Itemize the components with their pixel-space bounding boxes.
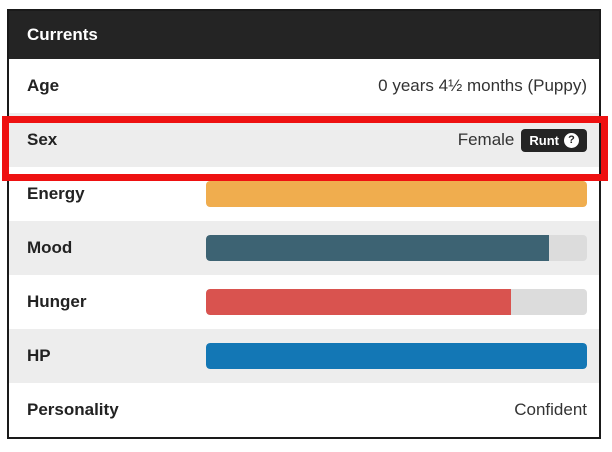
sex-value: Female: [457, 130, 515, 149]
help-circle-icon[interactable]: ?: [564, 132, 579, 148]
runt-badge[interactable]: Runt ?: [521, 128, 587, 152]
stat-row-personality: Personality Confident: [9, 383, 599, 437]
panel-title: Currents: [27, 25, 98, 44]
age-label: Age: [27, 76, 60, 95]
panel-header: Currents: [9, 11, 599, 59]
runt-badge-label: Runt: [529, 132, 559, 148]
hp-bar-fill: [206, 343, 587, 369]
stat-row-mood: Mood: [9, 221, 599, 275]
age-value: 0 years 4½ months (Puppy): [378, 76, 587, 95]
currents-panel: Currents Age 0 years 4½ months (Puppy) S…: [7, 9, 601, 439]
hunger-label: Hunger: [27, 292, 87, 311]
stat-row-hunger: Hunger: [9, 275, 599, 329]
stat-row-age: Age 0 years 4½ months (Puppy): [9, 59, 599, 113]
stat-row-sex: Sex Female Runt ?: [9, 113, 599, 167]
energy-bar-fill: [206, 181, 587, 207]
hp-label: HP: [27, 346, 51, 365]
hunger-bar-track: [206, 289, 587, 315]
mood-bar-fill: [206, 235, 549, 261]
personality-value: Confident: [514, 400, 587, 419]
mood-label: Mood: [27, 238, 73, 257]
stat-row-energy: Energy: [9, 167, 599, 221]
personality-label: Personality: [27, 400, 119, 419]
sex-label: Sex: [27, 130, 58, 149]
mood-bar-track: [206, 235, 587, 261]
energy-label: Energy: [27, 184, 85, 203]
hp-bar-track: [206, 343, 587, 369]
stat-row-hp: HP: [9, 329, 599, 383]
hunger-bar-fill: [206, 289, 511, 315]
sex-value-group: Female Runt ?: [457, 128, 587, 152]
energy-bar-track: [206, 181, 587, 207]
